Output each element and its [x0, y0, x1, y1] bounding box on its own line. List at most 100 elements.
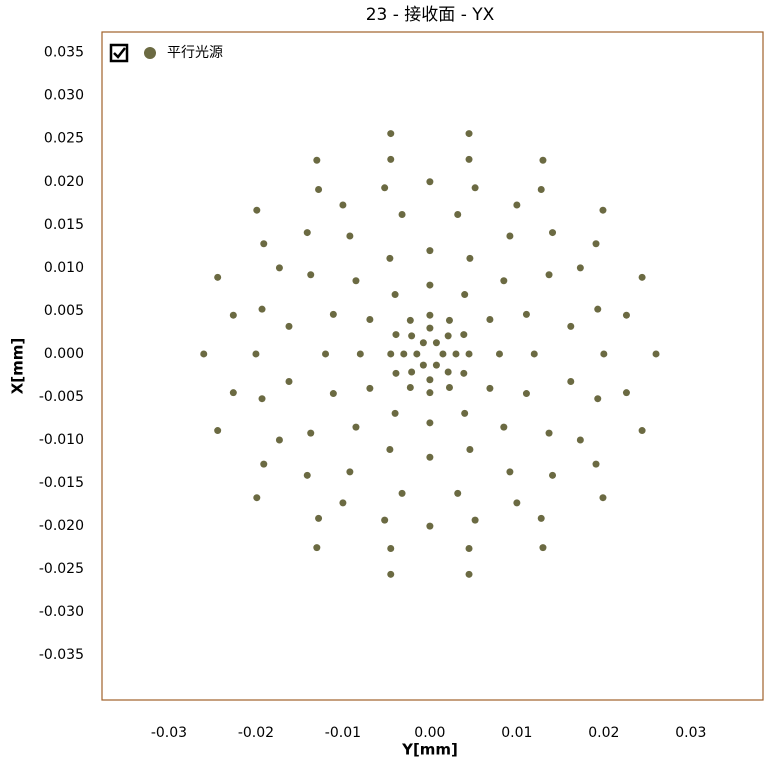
scatter-point [652, 350, 660, 358]
scatter-point [260, 240, 268, 248]
y-tick-label: 0.020 [44, 174, 84, 190]
scatter-point [315, 514, 323, 522]
scatter-point [638, 427, 646, 435]
scatter-point [229, 311, 237, 319]
scatter-point [406, 384, 414, 392]
scatter-point [537, 186, 545, 194]
scatter-point [387, 130, 395, 138]
y-tick-label: -0.025 [39, 561, 84, 577]
x-tick-label: 0.01 [501, 725, 532, 741]
scatter-point [432, 339, 440, 347]
scatter-point [576, 264, 584, 272]
scatter-point [406, 316, 414, 324]
scatter-point [500, 423, 508, 431]
y-tick-label: 0.005 [44, 303, 84, 319]
scatter-point [444, 332, 452, 340]
scatter-point [352, 277, 360, 285]
scatter-point [285, 322, 293, 330]
scatter-point [260, 460, 268, 468]
scatter-point [594, 395, 602, 403]
legend-checkbox[interactable] [109, 43, 129, 63]
scatter-point [313, 544, 321, 552]
scatter-point [426, 376, 434, 384]
scatter-point [500, 277, 508, 285]
scatter-point [387, 155, 395, 163]
scatter-point [600, 350, 608, 358]
scatter-point [513, 201, 521, 209]
x-tick-label: -0.03 [151, 725, 187, 741]
scatter-point [307, 429, 315, 437]
legend-marker [144, 47, 156, 59]
scatter-point [200, 350, 208, 358]
scatter-point [303, 471, 311, 479]
scatter-point [381, 184, 389, 192]
scatter-point [408, 368, 416, 376]
scatter-point [539, 544, 547, 552]
scatter-point [599, 494, 607, 502]
x-axis-label: Y[mm] [401, 741, 458, 759]
scatter-point [549, 229, 557, 237]
scatter-point [387, 544, 395, 552]
y-tick-label: 0.000 [44, 346, 84, 362]
scatter-point [638, 273, 646, 281]
scatter-point [426, 281, 434, 289]
scatter-point [214, 427, 222, 435]
scatter-point [258, 305, 266, 313]
scatter-point [346, 232, 354, 240]
scatter-point [322, 350, 330, 358]
scatter-point [387, 570, 395, 578]
scatter-point [419, 339, 427, 347]
scatter-point [471, 184, 479, 192]
y-tick-label: 0.025 [44, 131, 84, 147]
scatter-point [567, 377, 575, 385]
scatter-point [400, 350, 408, 358]
scatter-point [444, 368, 452, 376]
scatter-point [253, 206, 261, 214]
scatter-point [398, 210, 406, 218]
scatter-point [506, 468, 514, 476]
scatter-point [307, 271, 315, 279]
scatter-point [392, 331, 400, 339]
scatter-point [252, 350, 260, 358]
scatter-point [426, 522, 434, 530]
scatter-point [486, 316, 494, 324]
scatter-point [522, 390, 530, 398]
scatter-point [381, 516, 389, 524]
scatter-point [366, 384, 374, 392]
scatter-point [495, 350, 503, 358]
scatter-point [426, 311, 434, 319]
scatter-point [275, 264, 283, 272]
y-tick-label: -0.030 [39, 604, 84, 620]
scatter-point [545, 271, 553, 279]
x-tick-label: 0.00 [414, 725, 445, 741]
scatter-point [391, 409, 399, 417]
scatter-point [439, 350, 447, 358]
x-tick-label: 0.03 [675, 725, 706, 741]
scatter-point [426, 453, 434, 461]
x-tick-label: 0.02 [588, 725, 619, 741]
scatter-point [426, 419, 434, 427]
scatter-point [391, 291, 399, 299]
scatter-point [465, 155, 473, 163]
scatter-point [387, 350, 395, 358]
scatter-point [253, 494, 261, 502]
scatter-point [537, 514, 545, 522]
scatter-point [454, 210, 462, 218]
scatter-point [426, 178, 434, 186]
scatter-point [275, 436, 283, 444]
y-tick-label: -0.010 [39, 432, 84, 448]
legend: 平行光源 [109, 43, 223, 63]
scatter-point [339, 499, 347, 507]
scatter-point [599, 206, 607, 214]
y-tick-label: 0.035 [44, 45, 84, 61]
scatter-point [513, 499, 521, 507]
scatter-point [229, 389, 237, 397]
scatter-point [339, 201, 347, 209]
scatter-point [303, 229, 311, 237]
scatter-point [549, 471, 557, 479]
scatter-point [329, 390, 337, 398]
scatter-point [454, 489, 462, 497]
scatter-point [315, 186, 323, 194]
scatter-point [426, 389, 434, 397]
